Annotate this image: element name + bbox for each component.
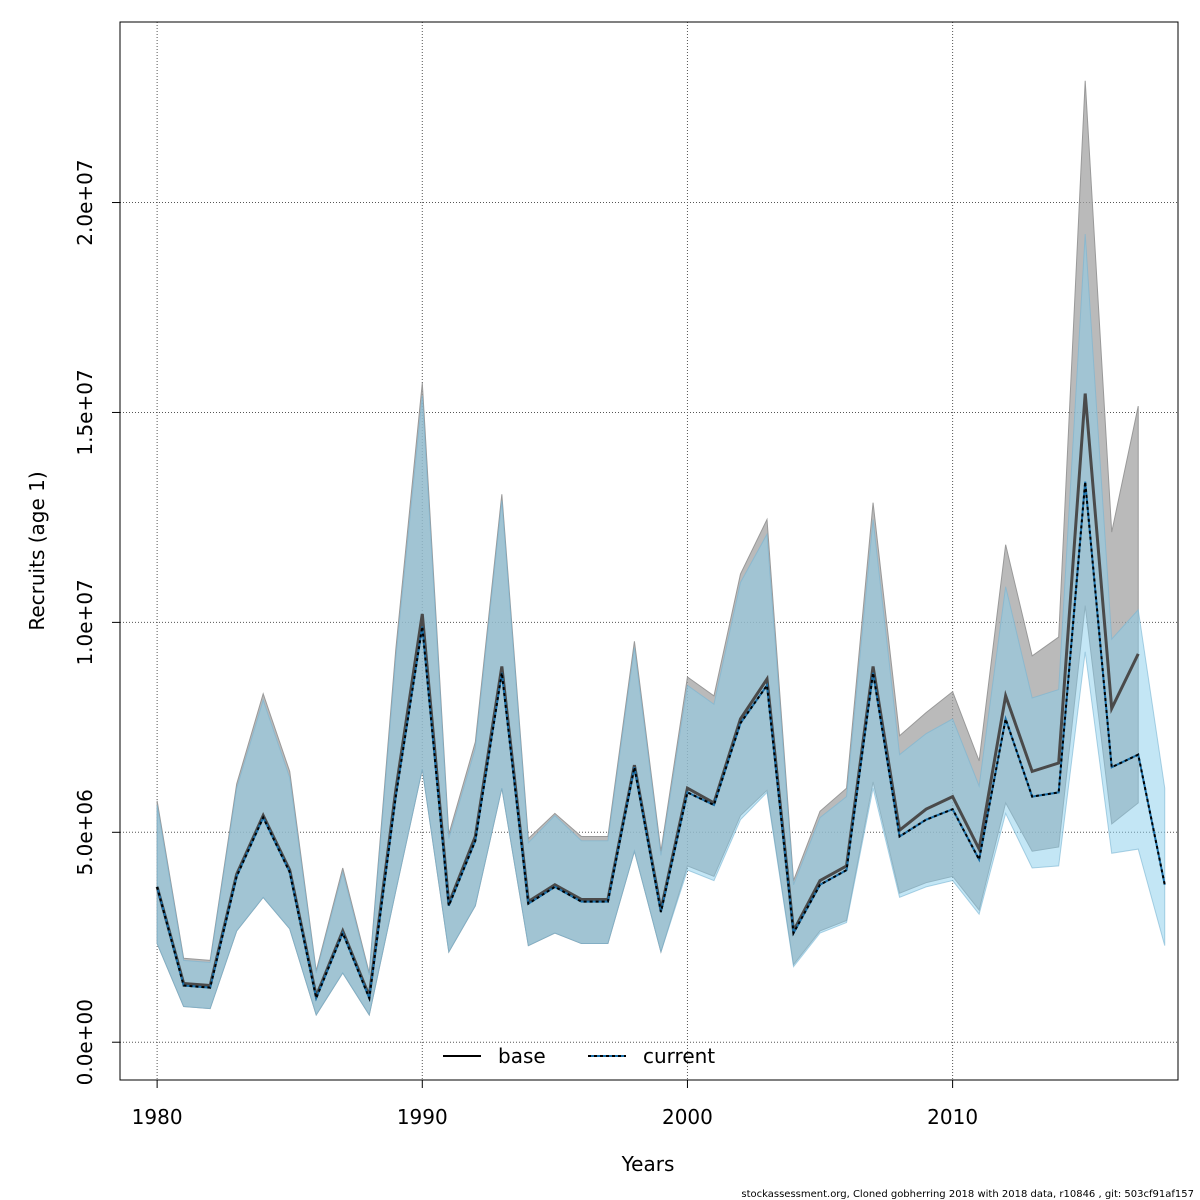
x-axis-title: Years [621, 1152, 675, 1176]
y-axis-title: Recruits (age 1) [25, 471, 49, 630]
x-axis: 1980 1990 2000 2010 [132, 1079, 978, 1129]
y-tick-label-3: 1.5e+07 [73, 369, 97, 455]
y-tick-label-2: 1.0e+07 [73, 579, 97, 665]
x-tick-label-1980: 1980 [132, 1105, 183, 1129]
x-tick-label-2000: 2000 [662, 1105, 713, 1129]
y-axis: 0.0e+00 5.0e+06 1.0e+07 1.5e+07 2.0e+07 [73, 159, 121, 1085]
legend-base-label: base [498, 1044, 546, 1068]
line-current [156, 481, 1166, 1003]
series-lines [155, 393, 1166, 1003]
y-tick-label-0: 0.0e+00 [73, 999, 97, 1085]
footer-credit: stockassessment.org, Cloned gobherring 2… [741, 1189, 1194, 1200]
x-tick-label-1990: 1990 [397, 1105, 448, 1129]
x-tick-label-2010: 2010 [927, 1105, 978, 1129]
legend-current-label: current [643, 1044, 715, 1068]
y-tick-label-4: 2.0e+07 [73, 159, 97, 245]
legend: base current [443, 1044, 715, 1068]
y-tick-label-1: 5.0e+06 [73, 789, 97, 875]
